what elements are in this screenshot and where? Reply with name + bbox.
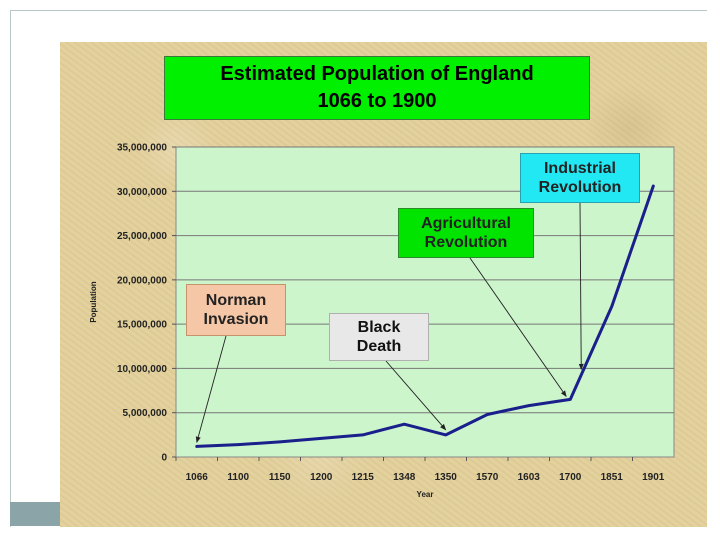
annotation-line: Death bbox=[356, 338, 402, 355]
y-tick-label: 35,000,000 bbox=[117, 143, 167, 154]
x-tick-label: 1700 bbox=[559, 472, 582, 483]
annotation-norman-invasion: Norman Invasion bbox=[186, 284, 286, 336]
data-point bbox=[195, 445, 198, 448]
annotation-arrow bbox=[578, 202, 584, 371]
annotation-industrial-revolution: Industrial Revolution bbox=[520, 153, 640, 203]
chart-subtitle: 1066 to 1900 bbox=[317, 90, 437, 112]
annotation-arrow bbox=[469, 257, 567, 397]
x-tick-label: 1215 bbox=[352, 472, 375, 483]
data-point bbox=[444, 433, 447, 437]
annotation-line: Agricultural bbox=[421, 215, 511, 232]
data-point bbox=[278, 440, 281, 444]
annotation-black-death: Black Death bbox=[329, 313, 429, 361]
y-axis-label: Population bbox=[89, 281, 98, 322]
x-tick-labels: 1066 1100 1150 1200 1215 1348 1350 1570 1603 1700… bbox=[186, 472, 665, 483]
slide-accent-bar bbox=[10, 502, 60, 526]
slide-frame bbox=[10, 10, 707, 527]
data-point bbox=[320, 437, 323, 440]
annotation-arrows bbox=[195, 202, 584, 443]
x-tick-label: 1851 bbox=[601, 472, 624, 483]
data-point bbox=[403, 423, 406, 426]
annotation-line: Norman bbox=[205, 292, 267, 309]
y-tick-label: 0 bbox=[161, 453, 167, 464]
x-tick-label: 1350 bbox=[435, 472, 458, 483]
x-tick-label: 1150 bbox=[269, 472, 291, 483]
data-point bbox=[527, 404, 530, 407]
chart-title-box: Estimated Population of England 1066 to … bbox=[164, 56, 590, 120]
chart-title: Estimated Population of England bbox=[220, 63, 534, 85]
data-point bbox=[610, 305, 613, 308]
x-tick-label: 1200 bbox=[310, 472, 333, 483]
y-tick-label: 30,000,000 bbox=[117, 187, 167, 198]
series-layer bbox=[195, 184, 655, 448]
annotation-line: Industrial bbox=[543, 160, 616, 177]
x-tick-label: 1066 bbox=[186, 472, 209, 483]
x-tick-label: 1100 bbox=[227, 472, 249, 483]
annotation-arrow bbox=[385, 360, 447, 431]
data-point bbox=[237, 443, 240, 446]
y-tick-label: 25,000,000 bbox=[117, 231, 167, 242]
x-tick-label: 1570 bbox=[476, 472, 499, 483]
y-tick-label: 5,000,000 bbox=[123, 408, 168, 419]
y-tick-label: 20,000,000 bbox=[117, 275, 167, 286]
annotation-line: Revolution bbox=[424, 234, 508, 251]
x-tick-label: 1348 bbox=[393, 472, 416, 483]
x-axis-label: Year bbox=[417, 490, 434, 499]
data-point bbox=[569, 398, 572, 401]
data-point bbox=[486, 413, 489, 416]
data-point bbox=[361, 433, 364, 437]
x-tick-label: 1901 bbox=[642, 472, 665, 483]
x-tick-label: 1603 bbox=[518, 472, 541, 483]
data-point bbox=[652, 184, 655, 188]
y-tick-label: 15,000,000 bbox=[117, 320, 167, 331]
annotation-line: Revolution bbox=[538, 179, 622, 196]
annotation-line: Black bbox=[357, 319, 401, 336]
population-series-line bbox=[195, 184, 655, 448]
annotation-line: Invasion bbox=[203, 311, 269, 328]
annotation-arrow bbox=[195, 335, 227, 443]
y-tick-labels: 0 5,000,000 10,000,000 15,000,000 20,000,000… bbox=[117, 143, 168, 464]
annotation-agricultural-revolution: Agricultural Revolution bbox=[398, 208, 534, 258]
y-tick-label: 10,000,000 bbox=[117, 364, 167, 375]
